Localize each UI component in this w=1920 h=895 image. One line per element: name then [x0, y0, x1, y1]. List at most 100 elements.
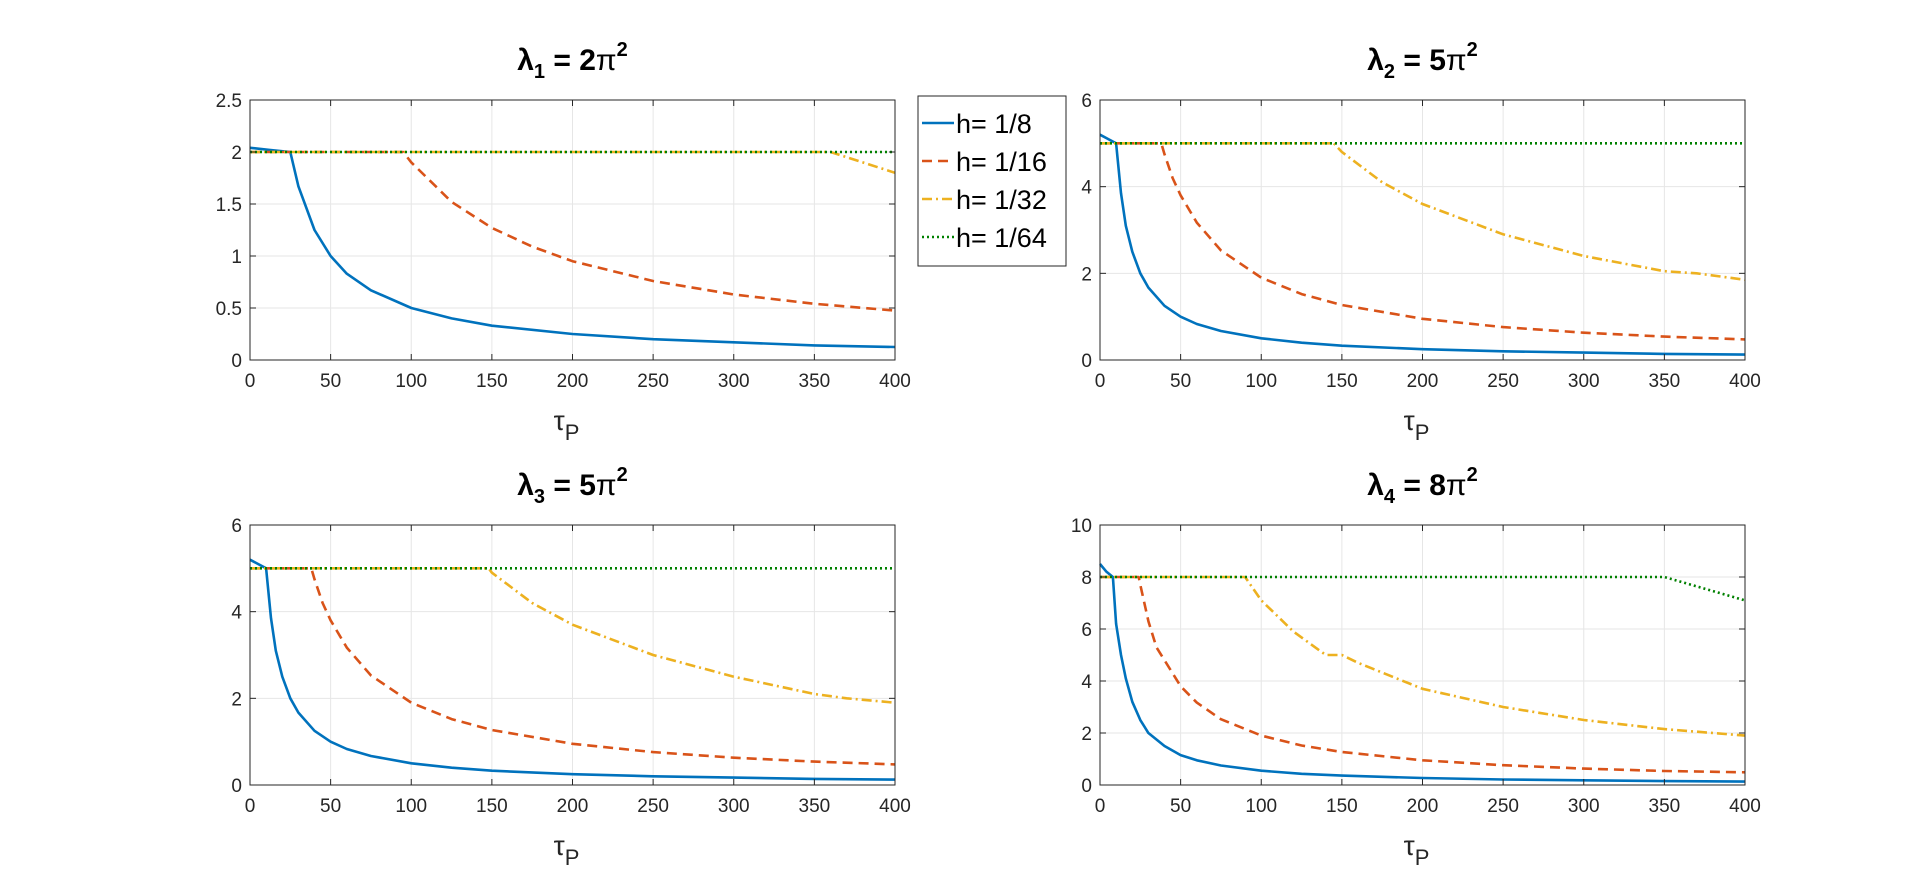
- x-tick-label: 100: [395, 796, 427, 817]
- title-subscript: 2: [1384, 61, 1395, 83]
- x-label-symbol: τ: [1404, 405, 1415, 436]
- series-line-h-1-16: [1100, 575, 1746, 774]
- x-tick-label: 400: [1729, 371, 1761, 392]
- y-tick-label: 1.5: [216, 195, 242, 216]
- title-superscript: 2: [1467, 464, 1478, 486]
- title-text: = 5: [545, 469, 596, 502]
- legend-label: h= 1/16: [956, 147, 1047, 177]
- x-tick-label: 300: [718, 371, 750, 392]
- title-superscript: 2: [617, 39, 628, 61]
- x-tick-label: 300: [718, 796, 750, 817]
- x-tick-label: 100: [1245, 371, 1277, 392]
- x-tick-label: 50: [1170, 796, 1191, 817]
- x-tick-label: 350: [1649, 796, 1681, 817]
- x-tick-label: 0: [1095, 371, 1106, 392]
- title-symbol: λ: [517, 469, 534, 502]
- y-tick-label: 6: [1081, 620, 1092, 641]
- legend: h= 1/8 h= 1/16 h= 1/32 h= 1/64: [917, 95, 1067, 267]
- title-text: = 2: [545, 44, 596, 77]
- subplot-title: λ4 = 8π2: [1367, 464, 1478, 508]
- x-tick-label: 200: [557, 796, 589, 817]
- subplot-title: λ1 = 2π2: [517, 39, 628, 83]
- x-tick-label: 250: [637, 371, 669, 392]
- x-tick-label: 50: [1170, 371, 1191, 392]
- x-tick-label: 100: [395, 371, 427, 392]
- x-label-symbol: τ: [554, 830, 565, 861]
- y-tick-label: 0: [231, 351, 242, 372]
- x-axis-label: τP: [554, 405, 580, 445]
- legend-label: h= 1/8: [956, 109, 1032, 139]
- title-text: = 5: [1395, 44, 1446, 77]
- y-tick-label: 2: [231, 143, 242, 164]
- title-subscript: 3: [534, 486, 545, 508]
- subplot-2: 0 50 100 150 200 250 300 350 400 0 2 4 6 λ2 = 5π2 τP: [1081, 39, 1760, 445]
- series-line-h-1-8: [249, 146, 896, 349]
- x-label-subscript: P: [1415, 420, 1430, 445]
- series-line-h-1-8: [249, 558, 896, 781]
- x-tick-label: 300: [1568, 371, 1600, 392]
- x-tick-label: 250: [1487, 371, 1519, 392]
- title-subscript: 1: [534, 61, 545, 83]
- x-label-subscript: P: [565, 845, 580, 870]
- series-line-h-1-16: [250, 150, 896, 312]
- title-pi: π: [1446, 469, 1467, 502]
- x-tick-label: 100: [1245, 796, 1277, 817]
- x-label-symbol: τ: [1404, 830, 1415, 861]
- series-line-h-1-8: [1099, 563, 1746, 783]
- x-tick-label: 250: [637, 796, 669, 817]
- series-line-h-1-32: [250, 566, 896, 704]
- y-tick-label: 0: [231, 776, 242, 797]
- y-tick-label: 2.5: [216, 91, 242, 112]
- y-tick-label: 6: [1081, 91, 1092, 112]
- x-tick-label: 400: [879, 796, 911, 817]
- x-tick-label: 0: [1095, 796, 1106, 817]
- subplot-title: λ2 = 5π2: [1367, 39, 1478, 83]
- x-tick-label: 150: [476, 371, 508, 392]
- x-tick-label: 250: [1487, 796, 1519, 817]
- x-tick-label: 50: [320, 371, 341, 392]
- series-line-h-1-32: [1100, 142, 1746, 282]
- title-symbol: λ: [517, 44, 534, 77]
- series-line-h-1-16: [1100, 142, 1746, 341]
- x-tick-label: 150: [1326, 796, 1358, 817]
- x-tick-label: 300: [1568, 796, 1600, 817]
- series-line-h-1-64: [1100, 575, 1746, 602]
- x-tick-label: 50: [320, 796, 341, 817]
- subplot-title: λ3 = 5π2: [517, 464, 628, 508]
- subplot-1: 0 50 100 150 200 250 300 350 400 0 0.5 1 1.5 2 2.5 λ1 =…: [216, 39, 911, 445]
- x-tick-label: 150: [1326, 371, 1358, 392]
- x-tick-label: 150: [476, 796, 508, 817]
- x-tick-label: 0: [245, 371, 256, 392]
- title-symbol: λ: [1367, 469, 1384, 502]
- x-tick-label: 200: [1407, 796, 1439, 817]
- y-tick-label: 2: [1081, 264, 1092, 285]
- series-line-h-1-8: [1099, 133, 1746, 356]
- x-tick-label: 400: [879, 371, 911, 392]
- y-tick-label: 0.5: [216, 299, 242, 320]
- x-label-symbol: τ: [554, 405, 565, 436]
- series-line-h-1-16: [250, 566, 896, 766]
- y-tick-label: 4: [1081, 672, 1092, 693]
- y-tick-label: 2: [231, 689, 242, 710]
- title-superscript: 2: [1467, 39, 1478, 61]
- x-tick-label: 200: [557, 371, 589, 392]
- y-tick-label: 2: [1081, 724, 1092, 745]
- x-axis-label: τP: [1404, 405, 1430, 445]
- x-tick-label: 350: [1649, 371, 1681, 392]
- y-tick-label: 10: [1071, 516, 1092, 537]
- title-pi: π: [1446, 44, 1467, 77]
- title-superscript: 2: [617, 464, 628, 486]
- x-tick-label: 0: [245, 796, 256, 817]
- y-tick-label: 6: [231, 516, 242, 537]
- x-tick-label: 200: [1407, 371, 1439, 392]
- y-tick-label: 0: [1081, 351, 1092, 372]
- title-pi: π: [596, 44, 617, 77]
- x-axis-label: τP: [1404, 830, 1430, 870]
- y-tick-label: 4: [1081, 178, 1092, 199]
- x-tick-label: 350: [799, 371, 831, 392]
- x-tick-label: 350: [799, 796, 831, 817]
- legend-label: h= 1/64: [956, 223, 1047, 253]
